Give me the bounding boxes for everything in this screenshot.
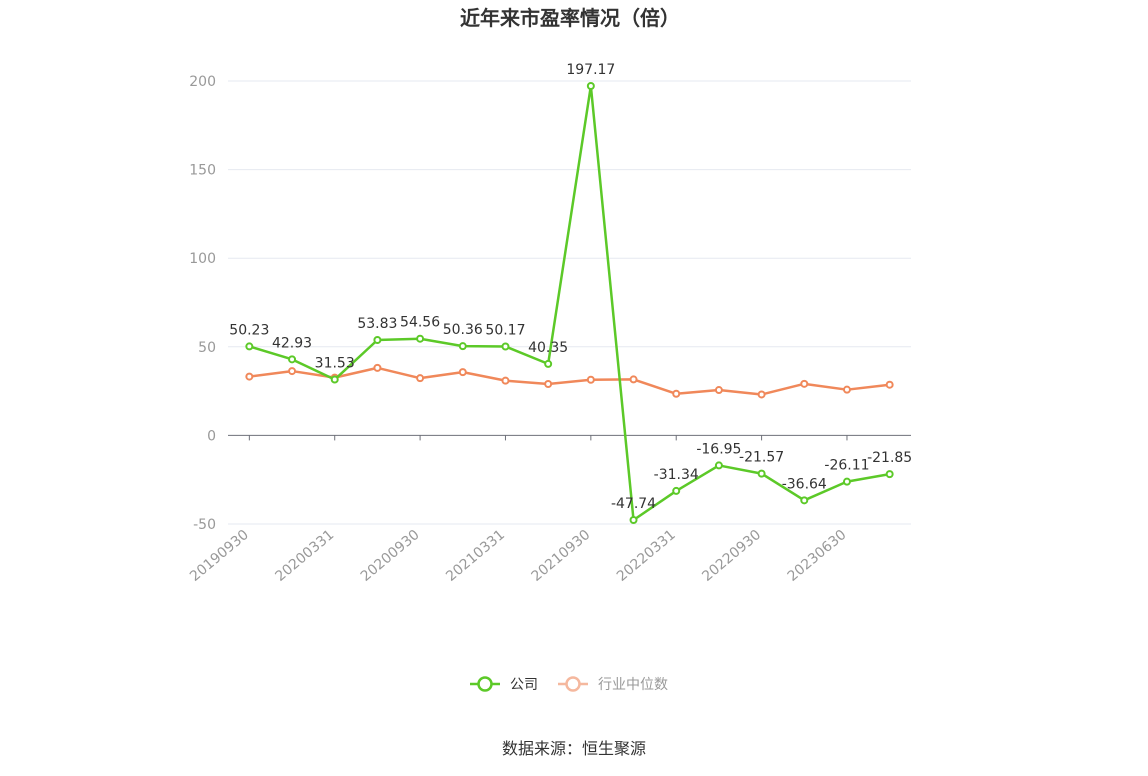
legend-marker-company bbox=[477, 676, 493, 692]
x-tick-label: 20230630 bbox=[785, 527, 850, 585]
data-point[interactable] bbox=[629, 515, 638, 524]
data-label: -21.85 bbox=[867, 450, 912, 466]
data-point[interactable] bbox=[714, 386, 723, 395]
x-tick-label: 20210331 bbox=[443, 527, 508, 585]
data-label: -36.64 bbox=[782, 476, 827, 492]
data-point[interactable] bbox=[885, 470, 894, 479]
data-point[interactable] bbox=[245, 372, 254, 381]
data-point[interactable] bbox=[629, 375, 638, 384]
data-point[interactable] bbox=[288, 355, 297, 364]
data-point[interactable] bbox=[842, 477, 851, 486]
data-point[interactable] bbox=[245, 342, 254, 351]
data-label: -26.11 bbox=[824, 458, 869, 474]
data-point[interactable] bbox=[373, 363, 382, 372]
x-tick-label: 20210930 bbox=[529, 527, 594, 585]
data-point[interactable] bbox=[288, 367, 297, 376]
y-tick-label: -50 bbox=[193, 517, 216, 533]
data-point[interactable] bbox=[501, 376, 510, 385]
x-axis bbox=[228, 434, 911, 441]
data-point[interactable] bbox=[416, 334, 425, 343]
x-tick-label: 20220331 bbox=[614, 527, 679, 585]
data-label: 50.17 bbox=[485, 322, 525, 338]
data-label: 53.83 bbox=[357, 316, 397, 332]
data-point[interactable] bbox=[714, 461, 723, 470]
x-tick-label: 20200930 bbox=[358, 527, 423, 585]
data-point[interactable] bbox=[586, 375, 595, 384]
data-label: 50.36 bbox=[443, 322, 483, 338]
legend-marker-industry-median bbox=[565, 676, 581, 692]
data-label: 50.23 bbox=[229, 322, 269, 338]
data-point[interactable] bbox=[416, 374, 425, 383]
data-point[interactable] bbox=[501, 342, 510, 351]
data-point[interactable] bbox=[672, 486, 681, 495]
grid-lines bbox=[228, 80, 911, 525]
data-point[interactable] bbox=[842, 385, 851, 394]
x-tick-label: 20200331 bbox=[272, 527, 337, 585]
data-point[interactable] bbox=[885, 380, 894, 389]
data-label: -16.95 bbox=[696, 441, 741, 457]
data-label: -31.34 bbox=[654, 467, 699, 483]
data-label: -21.57 bbox=[739, 450, 784, 466]
series-line bbox=[249, 366, 890, 396]
series-line bbox=[248, 84, 890, 522]
legend-label-company: 公司 bbox=[510, 677, 538, 693]
data-label: 40.35 bbox=[528, 340, 568, 356]
data-point[interactable] bbox=[800, 379, 809, 388]
data-label: 197.17 bbox=[566, 62, 615, 78]
data-point[interactable] bbox=[373, 336, 382, 345]
legend-item-company[interactable]: 公司 bbox=[470, 676, 538, 693]
data-point[interactable] bbox=[544, 380, 553, 389]
data-point[interactable] bbox=[458, 342, 467, 351]
y-axis-ticks: -50 0 50 100 150 200 bbox=[189, 74, 216, 533]
legend-label-industry-median: 行业中位数 bbox=[598, 677, 668, 693]
x-axis-ticks: 20190930 20200331 20200930 20210331 20210930… bbox=[187, 527, 850, 585]
y-tick-label: 100 bbox=[189, 251, 216, 267]
data-point[interactable] bbox=[800, 496, 809, 505]
data-source: 数据来源：恒生聚源 bbox=[502, 739, 646, 758]
data-label: 54.56 bbox=[400, 315, 440, 331]
series-company bbox=[245, 82, 894, 524]
legend-item-industry-median[interactable]: 行业中位数 bbox=[558, 676, 668, 693]
data-label: 31.53 bbox=[315, 356, 355, 372]
y-tick-label: 0 bbox=[207, 428, 216, 444]
data-point[interactable] bbox=[458, 368, 467, 377]
y-tick-label: 150 bbox=[189, 163, 216, 179]
chart-title: 近年来市盈率情况（倍） bbox=[460, 6, 680, 30]
data-label: -47.74 bbox=[611, 496, 656, 512]
y-tick-label: 200 bbox=[189, 74, 216, 90]
data-point[interactable] bbox=[672, 389, 681, 398]
data-point[interactable] bbox=[330, 375, 339, 384]
data-point[interactable] bbox=[757, 469, 766, 478]
data-point[interactable] bbox=[586, 82, 595, 91]
y-tick-label: 50 bbox=[198, 340, 216, 356]
x-tick-label: 20220930 bbox=[699, 527, 764, 585]
data-label: 42.93 bbox=[272, 335, 312, 351]
series-lines bbox=[245, 82, 894, 524]
data-point[interactable] bbox=[544, 359, 553, 368]
x-tick-label: 20190930 bbox=[187, 527, 252, 585]
legend: 公司 行业中位数 bbox=[470, 676, 668, 693]
data-point[interactable] bbox=[757, 390, 766, 399]
